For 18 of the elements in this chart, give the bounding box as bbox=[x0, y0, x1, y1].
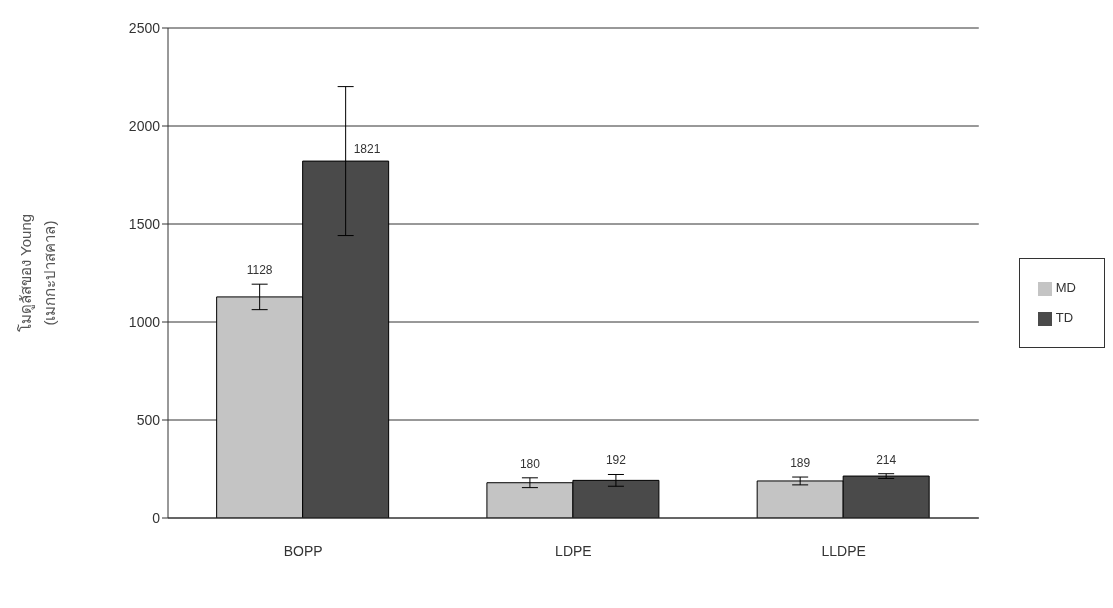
y-tick-label: 0 bbox=[152, 509, 161, 526]
legend-label: TD bbox=[1055, 310, 1074, 325]
data-label: 214 bbox=[876, 452, 897, 467]
x-tick-label: BOPP bbox=[283, 542, 323, 559]
y-axis-title: โมดูลัสของ Young (เมกกะปาสคาล) bbox=[16, 213, 59, 333]
y-tick-label: 2000 bbox=[128, 117, 161, 134]
data-label: 180 bbox=[519, 456, 541, 471]
y-tick-label: 500 bbox=[136, 411, 161, 428]
y-tick-label: 1000 bbox=[128, 313, 161, 330]
data-label: 1821 bbox=[353, 142, 381, 157]
x-tick-label: LDPE bbox=[555, 542, 592, 559]
data-label: 192 bbox=[605, 453, 627, 468]
data-label: 1128 bbox=[246, 263, 273, 278]
data-label: 189 bbox=[790, 456, 811, 471]
legend-label: MD bbox=[1055, 280, 1076, 295]
y-tick-label: 1500 bbox=[128, 215, 161, 232]
y-tick-label: 2500 bbox=[128, 19, 161, 36]
x-tick-label: LLDPE bbox=[821, 542, 866, 559]
